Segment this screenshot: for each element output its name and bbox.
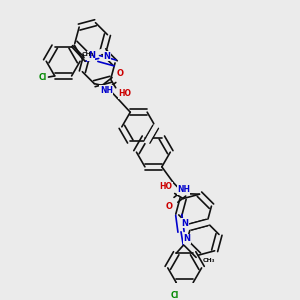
Text: CH₃: CH₃: [203, 258, 215, 263]
Text: Cl: Cl: [171, 291, 179, 300]
Text: HO: HO: [118, 89, 132, 98]
Text: Cl: Cl: [39, 73, 47, 82]
Text: N: N: [88, 51, 95, 60]
Text: O: O: [166, 202, 173, 211]
Text: N: N: [184, 234, 191, 243]
Text: NH: NH: [100, 86, 113, 95]
Text: CH₃: CH₃: [82, 52, 94, 57]
Text: N: N: [103, 52, 110, 61]
Text: N: N: [182, 219, 188, 228]
Text: HO: HO: [159, 182, 172, 191]
Text: O: O: [117, 69, 124, 78]
Text: NH: NH: [177, 185, 190, 194]
